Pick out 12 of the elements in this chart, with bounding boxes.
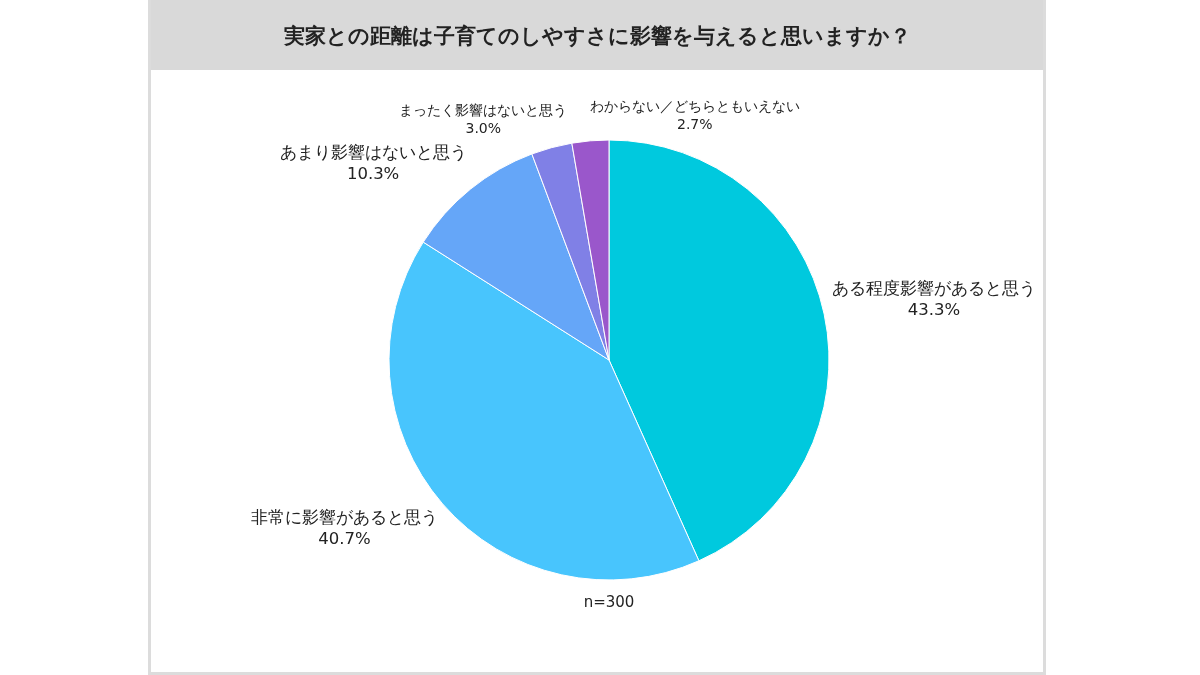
chart-title: 実家との距離は子育てのしやすさに影響を与えると思いますか？ — [282, 24, 911, 48]
data-label: 40.7% — [318, 529, 371, 549]
slice-label: わからない／どちらともいえない — [589, 97, 800, 114]
data-label: 10.3% — [346, 164, 400, 184]
slice-label: 非常に影響があると思う — [251, 508, 439, 528]
data-label: 3.0% — [465, 119, 502, 136]
slice-label: あまり影響はないと思う — [279, 143, 467, 163]
slice-label: まったく影響はないと思う — [399, 101, 568, 118]
slice-label: ある程度影響があると思う — [831, 278, 1036, 298]
data-label: 2.7% — [676, 115, 713, 132]
text: n=300 — [583, 593, 635, 611]
data-label: 43.3% — [907, 299, 961, 319]
